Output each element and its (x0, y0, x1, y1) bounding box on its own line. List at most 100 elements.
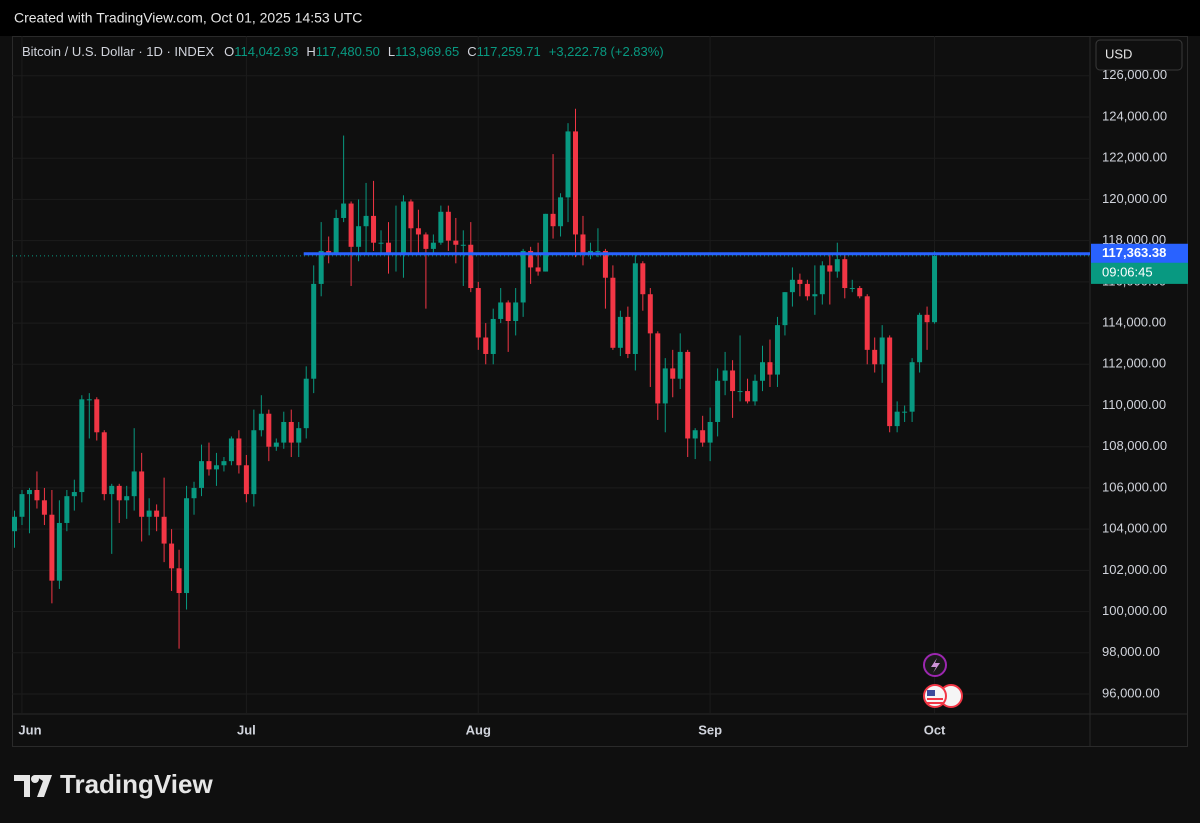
candle-body (715, 380, 721, 422)
x-tick-label: Jul (237, 722, 256, 737)
candle-body (273, 442, 279, 447)
candle-body (415, 228, 421, 235)
candle-body (543, 213, 549, 272)
candle-body (468, 244, 474, 289)
candle-body (475, 288, 481, 338)
candle-body (258, 413, 264, 431)
candle-body (363, 215, 369, 227)
candle-body (610, 277, 616, 348)
candle-body (722, 370, 728, 381)
candle-body (438, 211, 444, 243)
y-tick-label: 126,000.00 (1102, 67, 1167, 82)
candle-body (281, 421, 287, 443)
candle-body (789, 279, 795, 293)
footer-logo (14, 775, 52, 797)
candle-body (797, 279, 803, 284)
candle-body (685, 351, 691, 439)
candle-body (857, 288, 863, 297)
x-tick-label: Sep (698, 722, 722, 737)
candle-body (26, 489, 32, 495)
currency[interactable]: USD (1105, 46, 1132, 61)
candle-body (730, 370, 736, 392)
y-tick-label: 124,000.00 (1102, 108, 1167, 123)
candle-body (505, 302, 511, 322)
candle-body (924, 314, 930, 323)
candle-body (917, 314, 923, 363)
y-tick-label: 120,000.00 (1102, 191, 1167, 206)
candle-body (213, 465, 219, 470)
candle-body (19, 494, 25, 517)
candle-body (602, 250, 608, 278)
candle-body (692, 430, 698, 439)
candle-body (640, 263, 646, 295)
candle-body (812, 294, 818, 297)
candle-body (872, 349, 878, 365)
legend-key: O (224, 44, 234, 59)
legend-value: 114,042.93 (234, 44, 298, 59)
candle-body (154, 510, 160, 517)
chart-frame (12, 36, 1188, 747)
candle-body (296, 428, 302, 443)
candle-body (849, 288, 855, 290)
candle-body (251, 430, 257, 495)
candle-body (655, 333, 661, 404)
candle-body (303, 378, 309, 429)
y-tick-label: 122,000.00 (1102, 150, 1167, 165)
candle-body (565, 131, 571, 198)
legend-key: H (306, 44, 315, 59)
candle-body (550, 213, 556, 227)
candle-body (378, 242, 384, 244)
candle-body (400, 201, 406, 254)
candle-body (34, 489, 40, 501)
candle-body (71, 492, 77, 497)
candle-body (827, 265, 833, 272)
candle-body (348, 203, 354, 247)
currency-button[interactable] (1095, 39, 1183, 71)
legend-value: 113,969.65 (395, 44, 459, 59)
candle-body (662, 368, 668, 404)
candle-body (56, 522, 62, 581)
candle-body (341, 203, 347, 218)
legend-key: L (388, 44, 395, 59)
candle-body (737, 391, 743, 393)
candle-body (632, 263, 638, 354)
symbol: Bitcoin / U.S. Dollar · 1D · INDEX (22, 44, 214, 59)
event-icons (923, 653, 963, 708)
candle-body (767, 362, 773, 375)
grid (12, 36, 1090, 714)
legend-change: +3,222.78 (+2.83%) (549, 44, 664, 59)
candle-body (326, 250, 332, 254)
candle-body (386, 242, 391, 256)
candle-body (430, 242, 436, 249)
candle-body (453, 240, 459, 245)
hline-label: 117,363.38 (1102, 245, 1166, 260)
x-tick-label: Jun (18, 722, 41, 737)
legend-value: 117,259.71 (477, 44, 541, 59)
legend-key: C (467, 44, 476, 59)
y-tick-label: 114,000.00 (1102, 315, 1166, 330)
candle-body (221, 461, 227, 466)
countdown: 09:06:45 (1102, 264, 1153, 279)
flag-part (927, 690, 935, 696)
candle-body (356, 226, 362, 247)
candle-body (760, 362, 765, 381)
candle-body (131, 471, 137, 497)
candle-body (782, 292, 788, 326)
candle-body (932, 255, 938, 323)
candle-body (483, 337, 489, 354)
x-tick-label: Aug (466, 722, 491, 737)
candle-body (101, 432, 107, 495)
logo-dot (31, 775, 39, 783)
candle-body (595, 250, 601, 252)
flag-part (927, 702, 943, 704)
candle-body (139, 471, 145, 517)
candle-body (617, 316, 623, 348)
y-tick-label: 112,000.00 (1102, 356, 1166, 371)
candle-body (288, 421, 294, 443)
candle-body (535, 267, 541, 272)
legend: Bitcoin / U.S. Dollar · 1D · INDEX O114,0… (22, 44, 664, 59)
candle-body (86, 399, 92, 401)
candle-body (79, 399, 85, 493)
candle-body (647, 294, 653, 334)
y-tick-label: 98,000.00 (1102, 644, 1160, 659)
